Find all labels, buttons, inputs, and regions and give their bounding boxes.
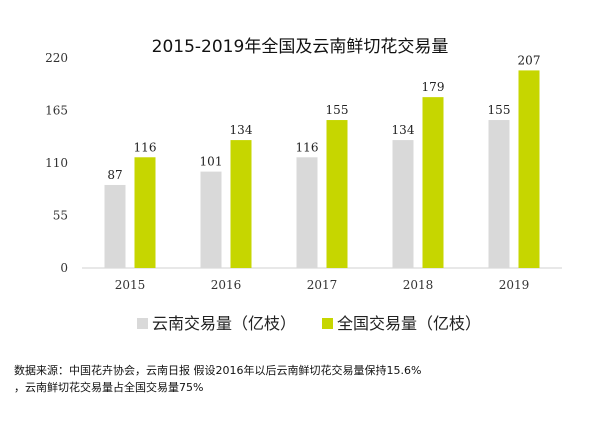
source-note: 数据来源：中国花卉协会，云南日报 假设2016年以后云南鲜切花交易量保持15.6…: [14, 362, 586, 396]
x-tick-label: 2019: [499, 278, 530, 292]
source-note-line-1: 数据来源：中国花卉协会，云南日报 假设2016年以后云南鲜切花交易量保持15.6…: [14, 364, 422, 377]
legend-swatch-national: [322, 318, 333, 329]
data-label-national-2016: 134: [230, 123, 253, 137]
y-tick-label: 110: [45, 156, 68, 170]
bar-yunnan-2015: [104, 184, 126, 268]
data-label-yunnan-2015: 87: [107, 168, 122, 182]
bar-national-2017: [326, 120, 348, 268]
data-label-yunnan-2018: 134: [392, 123, 415, 137]
x-axis: 2015 2016 2017 2018 2019: [115, 278, 530, 292]
bar-yunnan-2018: [392, 140, 414, 268]
x-tick-label: 2018: [403, 278, 434, 292]
bar-national-2015: [134, 157, 156, 268]
bar-national-2018: [422, 97, 444, 269]
legend-label-national: 全国交易量（亿枝）: [337, 314, 481, 333]
y-tick-label: 165: [45, 104, 68, 118]
x-tick-label: 2017: [307, 278, 338, 292]
bar-national-2016: [230, 140, 252, 268]
x-tick-label: 2015: [115, 278, 146, 292]
y-tick-label: 0: [60, 261, 68, 275]
legend: 云南交易量（亿枝） 全国交易量（亿枝）: [137, 314, 481, 333]
bar-yunnan-2017: [296, 157, 318, 268]
data-label-national-2017: 155: [326, 103, 349, 117]
bars-group: 87 116 101 134 116 155 134 179 155 207: [104, 53, 541, 269]
data-label-national-2018: 179: [422, 80, 445, 94]
bar-yunnan-2016: [200, 171, 222, 268]
data-label-yunnan-2019: 155: [488, 103, 511, 117]
x-tick-label: 2016: [211, 278, 242, 292]
bar-yunnan-2019: [488, 120, 510, 268]
data-label-national-2015: 116: [134, 140, 157, 154]
y-tick-label: 220: [45, 51, 68, 65]
bar-national-2019: [518, 70, 540, 268]
data-label-yunnan-2017: 116: [296, 140, 319, 154]
legend-swatch-yunnan: [137, 318, 148, 329]
y-axis: 0 55 110 165 220: [45, 51, 68, 275]
source-note-line-2: ，云南鲜切花交易量占全国交易量75%: [14, 381, 204, 394]
data-label-yunnan-2016: 101: [200, 155, 223, 169]
data-label-national-2019: 207: [518, 53, 541, 67]
legend-label-yunnan: 云南交易量（亿枝）: [152, 314, 296, 333]
y-tick-label: 55: [53, 209, 68, 223]
chart-title: 2015-2019年全国及云南鲜切花交易量: [152, 37, 449, 57]
